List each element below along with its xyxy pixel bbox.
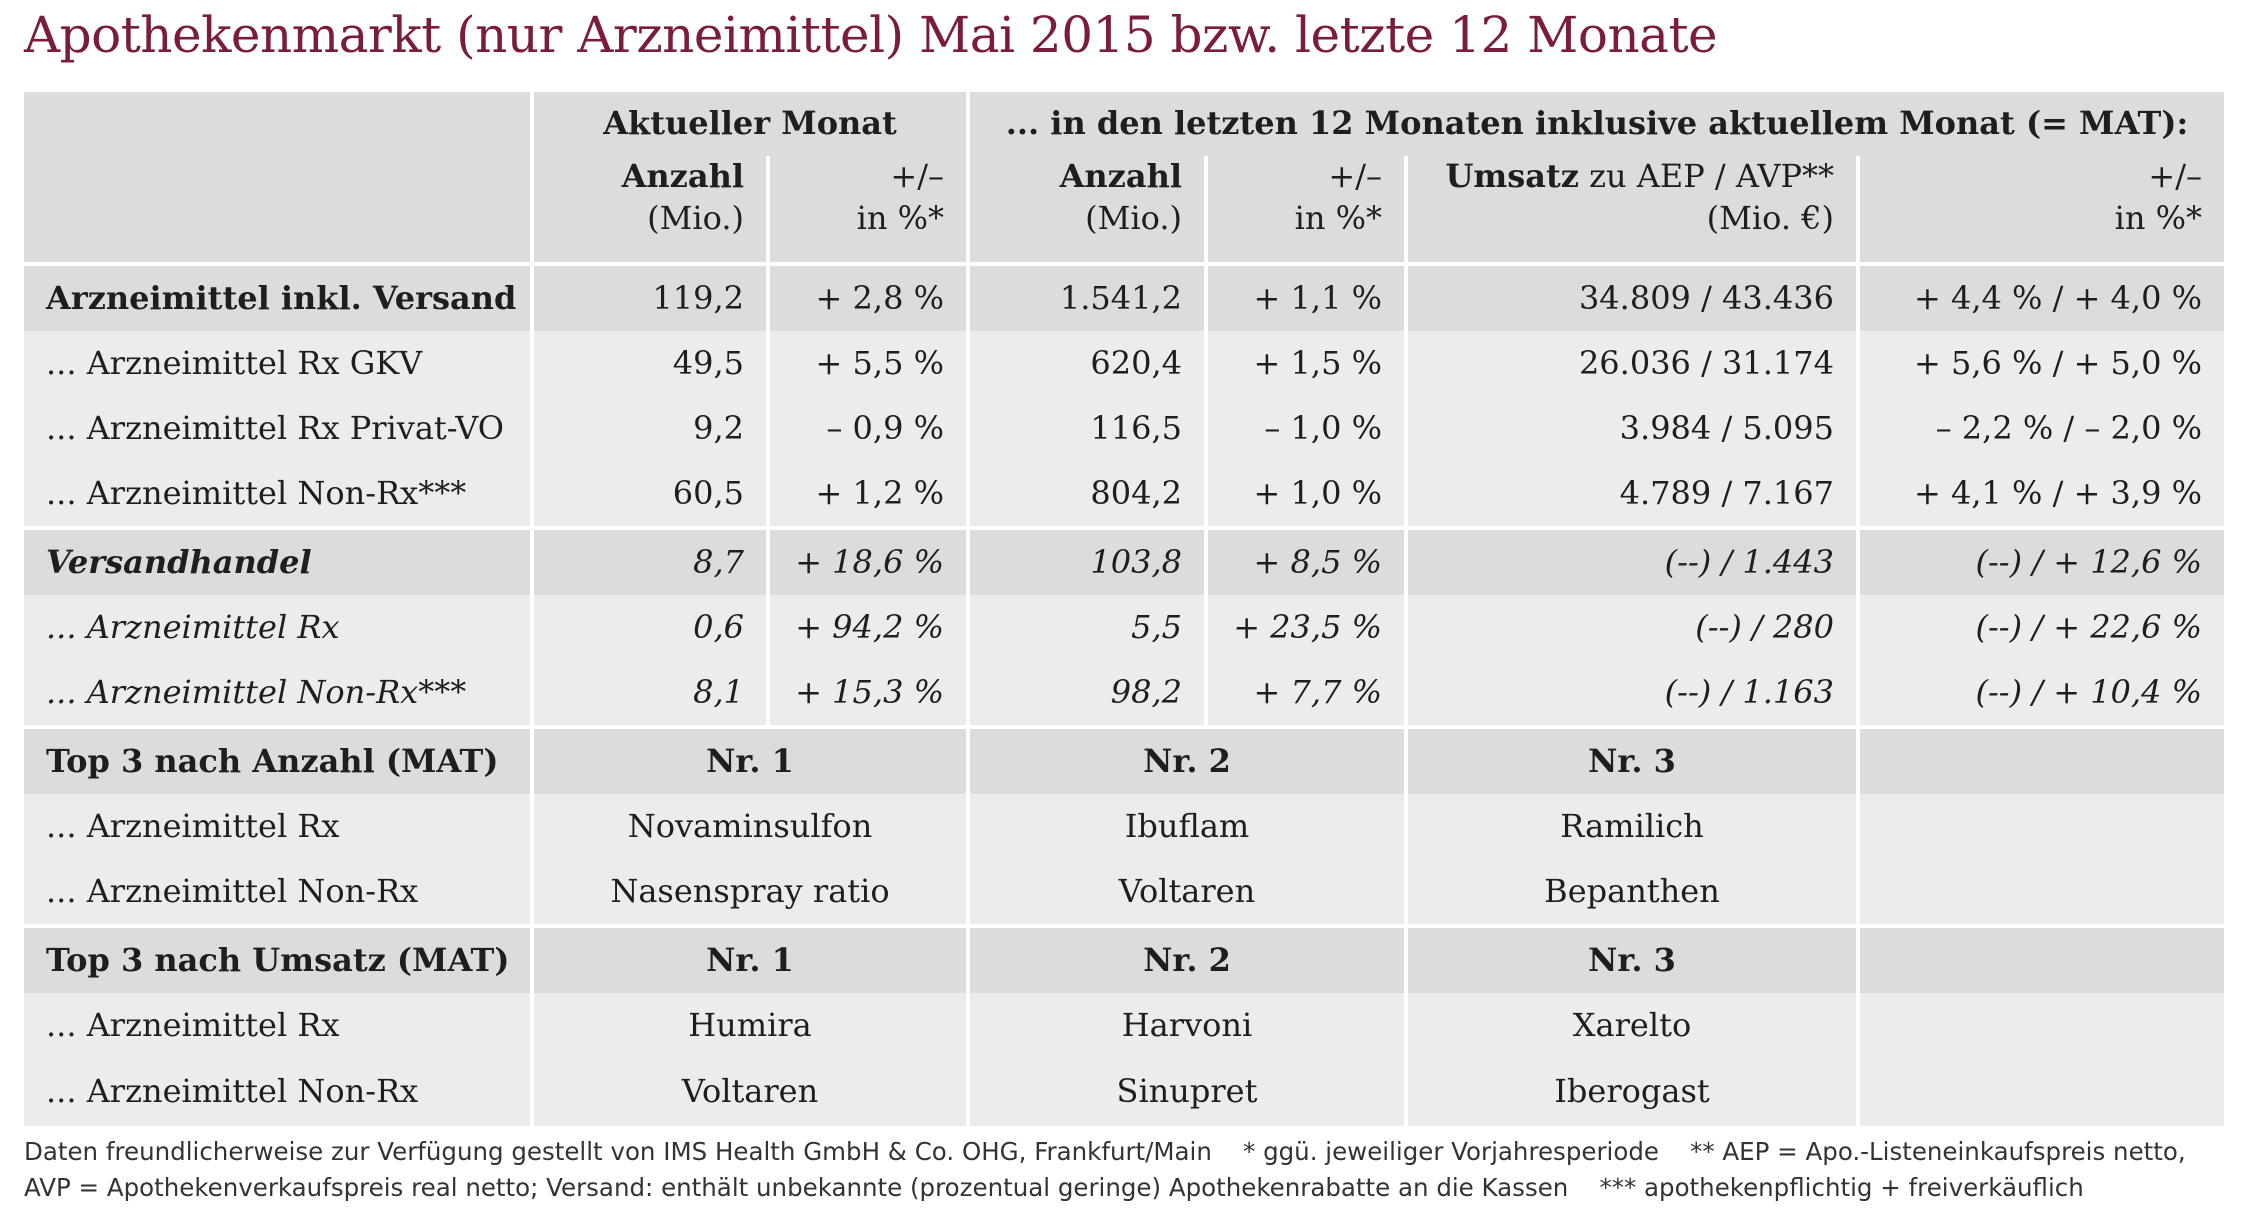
row-label: ... Arzneimittel Rx GKV <box>24 331 532 396</box>
row-label: ... Arzneimittel Rx <box>24 794 532 859</box>
top3-umsatz-header: Top 3 nach Umsatz (MAT) Nr. 1 Nr. 2 Nr. … <box>24 924 2225 993</box>
table-row: ... Arzneimittel Rx GKV 49,5 + 5,5 % 620… <box>24 331 2225 396</box>
row-label: ... Arzneimittel Rx <box>24 595 532 660</box>
top3-anzahl-header: Top 3 nach Anzahl (MAT) Nr. 1 Nr. 2 Nr. … <box>24 725 2225 794</box>
row-label: ... Arzneimittel Rx <box>24 993 532 1058</box>
col-change: +/– in %* <box>766 156 968 264</box>
table-row: Arzneimittel inkl. Versand 119,2 + 2,8 %… <box>24 262 2225 331</box>
row-label: ... Arzneimittel Non-Rx <box>24 859 532 926</box>
row-label: ... Arzneimittel Non-Rx*** <box>24 461 532 528</box>
col-change-mat: +/– in %* <box>1204 156 1406 264</box>
table-row: ... Arzneimittel Non-Rx*** 60,5 + 1,2 % … <box>24 461 2225 528</box>
footnote-line-2: AVP = Apothekenverkaufspreis real netto;… <box>24 1173 2084 1202</box>
section-label: Top 3 nach Umsatz (MAT) <box>24 924 532 993</box>
table-row: Versandhandel 8,7 + 18,6 % 103,8 + 8,5 %… <box>24 526 2225 595</box>
header-mat: ... in den letzten 12 Monaten inklusive … <box>965 92 2225 156</box>
col-change-umsatz: +/– in %* <box>1855 156 2225 264</box>
footnote: Daten freundlicherweise zur Verfügung ge… <box>24 1134 2186 1206</box>
header-group-row: Aktueller Monat ... in den letzten 12 Mo… <box>24 92 2225 156</box>
col-anzahl: Anzahl (Mio.) <box>530 156 768 264</box>
table-row: ... Arzneimittel Non-Rx*** 8,1 + 15,3 % … <box>24 660 2225 727</box>
row-label: ... Arzneimittel Non-Rx*** <box>24 660 532 727</box>
footnote-line-1: Daten freundlicherweise zur Verfügung ge… <box>24 1137 2186 1166</box>
table-row: ... Arzneimittel Rx 0,6 + 94,2 % 5,5 + 2… <box>24 595 2225 660</box>
table-row: ... Arzneimittel Non-Rx Nasenspray ratio… <box>24 859 2225 926</box>
table-row: ... Arzneimittel Rx Novaminsulfon Ibufla… <box>24 794 2225 859</box>
page-title: Apothekenmarkt (nur Arzneimittel) Mai 20… <box>24 6 1718 64</box>
section-label: Top 3 nach Anzahl (MAT) <box>24 725 532 794</box>
row-label: Versandhandel <box>24 526 532 595</box>
header-columns-row: Anzahl (Mio.) +/– in %* Anzahl (Mio.) +/– in… <box>24 156 2225 264</box>
row-label: ... Arzneimittel Non-Rx <box>24 1058 532 1126</box>
table-row: ... Arzneimittel Non-Rx Voltaren Sinupre… <box>24 1058 2225 1126</box>
row-label: Arzneimittel inkl. Versand <box>24 262 532 331</box>
col-anzahl-mat: Anzahl (Mio.) <box>966 156 1206 264</box>
col-umsatz: Umsatz zu AEP / AVP** (Mio. €) <box>1404 156 1858 264</box>
header-current-month: Aktueller Monat <box>530 92 968 156</box>
row-label: ... Arzneimittel Rx Privat-VO <box>24 396 532 461</box>
table-row: ... Arzneimittel Rx Humira Harvoni Xarel… <box>24 993 2225 1058</box>
pharmacy-market-table: Aktueller Monat ... in den letzten 12 Mo… <box>24 92 2225 1126</box>
table-row: ... Arzneimittel Rx Privat-VO 9,2 – 0,9 … <box>24 396 2225 461</box>
